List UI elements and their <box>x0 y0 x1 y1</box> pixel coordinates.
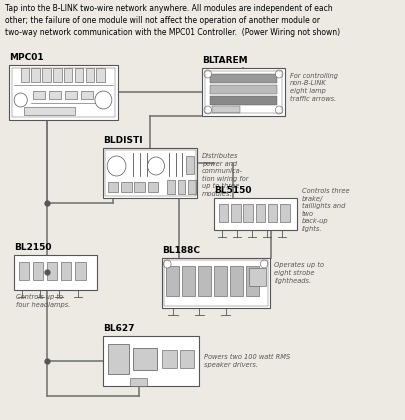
Text: Controls up to
four headlamps.: Controls up to four headlamps. <box>16 294 70 307</box>
Bar <box>188 180 195 194</box>
Bar <box>42 68 51 82</box>
Bar <box>61 262 71 280</box>
Bar <box>65 91 77 99</box>
Bar <box>255 204 264 222</box>
Bar <box>218 204 228 222</box>
Bar <box>85 68 94 82</box>
Bar <box>21 68 29 82</box>
Bar <box>180 350 193 368</box>
Bar <box>205 71 281 113</box>
Text: Operates up to
eight strobe
lightheads.: Operates up to eight strobe lightheads. <box>274 262 324 284</box>
Bar <box>47 262 57 280</box>
Text: Distributes
power and
communica-
tion wiring for
up to three
modules.: Distributes power and communica- tion wi… <box>202 153 248 197</box>
Text: BL627: BL627 <box>103 324 134 333</box>
Bar <box>209 85 277 94</box>
Bar <box>182 266 194 296</box>
Bar <box>202 68 284 116</box>
Bar <box>96 68 104 82</box>
Bar <box>249 268 265 286</box>
Text: Tap into the B-LINK two-wire network anywhere. All modules are independent of ea: Tap into the B-LINK two-wire network any… <box>5 4 339 37</box>
Bar <box>108 182 118 192</box>
Bar <box>75 68 83 82</box>
Bar <box>105 150 195 196</box>
Bar <box>134 182 145 192</box>
Circle shape <box>203 70 211 78</box>
Bar <box>147 182 158 192</box>
Bar <box>209 74 277 83</box>
Circle shape <box>107 156 126 176</box>
Bar <box>103 148 197 198</box>
Bar <box>32 68 40 82</box>
Bar <box>14 255 96 290</box>
Bar <box>9 65 117 120</box>
Bar <box>64 68 72 82</box>
Bar <box>267 204 277 222</box>
Bar <box>81 91 93 99</box>
Circle shape <box>14 93 27 107</box>
Bar <box>214 198 296 230</box>
Bar <box>108 344 128 374</box>
Bar <box>246 266 258 296</box>
Bar <box>161 350 176 368</box>
Text: Powers two 100 watt RMS
speaker drivers.: Powers two 100 watt RMS speaker drivers. <box>203 354 290 368</box>
Bar <box>166 266 178 296</box>
Bar <box>177 180 185 194</box>
Bar <box>19 262 29 280</box>
Circle shape <box>95 91 112 109</box>
Bar <box>103 336 199 386</box>
Bar <box>279 204 289 222</box>
Bar <box>209 96 277 105</box>
Text: For controlling
non-B-LINK
eight lamp
traffic arrows.: For controlling non-B-LINK eight lamp tr… <box>289 73 337 102</box>
Bar <box>23 107 75 115</box>
Circle shape <box>147 157 164 175</box>
Text: BLTAREM: BLTAREM <box>202 56 247 65</box>
Circle shape <box>275 106 282 114</box>
Bar <box>33 91 45 99</box>
Bar <box>130 378 146 386</box>
Text: BLDISTI: BLDISTI <box>103 136 143 145</box>
Bar <box>163 260 267 306</box>
Circle shape <box>163 260 171 268</box>
Bar <box>161 258 269 308</box>
Circle shape <box>275 70 282 78</box>
Bar <box>121 182 131 192</box>
Bar <box>12 68 114 117</box>
Bar <box>214 266 226 296</box>
Circle shape <box>260 260 267 268</box>
Bar <box>198 266 210 296</box>
Bar <box>133 348 157 370</box>
Bar <box>33 262 43 280</box>
Bar <box>230 266 242 296</box>
Bar <box>243 204 252 222</box>
Text: BL5150: BL5150 <box>214 186 251 195</box>
Bar <box>211 106 239 113</box>
Text: BL188C: BL188C <box>161 246 199 255</box>
Text: Controls three
brake/
taillights and
two
back-up
lights.: Controls three brake/ taillights and two… <box>301 188 349 232</box>
Text: MPC01: MPC01 <box>9 53 44 62</box>
Text: BL2150: BL2150 <box>14 243 51 252</box>
Bar <box>167 180 175 194</box>
Circle shape <box>203 106 211 114</box>
Bar <box>231 204 240 222</box>
Bar <box>49 91 61 99</box>
Bar <box>75 262 85 280</box>
Bar <box>185 156 193 174</box>
Bar <box>53 68 62 82</box>
